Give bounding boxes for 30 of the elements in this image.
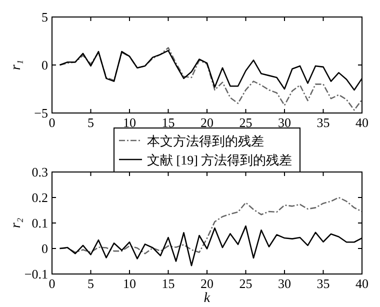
x-tick-label: 10 (123, 276, 136, 291)
y-tick-label: 5 (42, 10, 48, 24)
x-tick-label: 35 (316, 115, 330, 130)
x-tick-label: 5 (88, 115, 94, 130)
x-tick-label: 15 (162, 115, 175, 130)
x-tick-label: 30 (278, 115, 291, 130)
x-tick-label: 20 (200, 115, 214, 130)
legend-label: 文献 [19] 方法得到的残差 (147, 152, 292, 168)
y-tick-label: 0.2 (32, 190, 48, 205)
legend-label: 本文方法得到的残差 (147, 134, 264, 148)
x-tick-label: 30 (278, 276, 291, 291)
x-tick-label: 15 (162, 276, 175, 291)
y-tick-label: 0.3 (32, 164, 48, 180)
x-tick-label: 35 (316, 276, 330, 291)
y-tick-label: 0 (42, 241, 48, 256)
y-tick-label: 0.1 (32, 216, 48, 230)
x-tick-label: 10 (123, 115, 136, 130)
y-tick-label: −0.1 (24, 266, 48, 282)
x-axis-title: k (204, 291, 211, 306)
x-tick-label: 40 (356, 115, 368, 130)
y-axis-title: r₂ (9, 218, 24, 228)
x-tick-label: 20 (200, 276, 214, 291)
line-series (59, 47, 363, 111)
x-tick-label: 25 (239, 115, 252, 130)
x-tick-label: 40 (356, 276, 368, 291)
y-tick-label: −5 (34, 106, 48, 120)
x-tick-label: 25 (239, 276, 252, 291)
y-axis-title: r₁ (9, 60, 24, 70)
x-tick-label: 5 (88, 276, 94, 291)
y-tick-label: 0 (42, 58, 48, 72)
